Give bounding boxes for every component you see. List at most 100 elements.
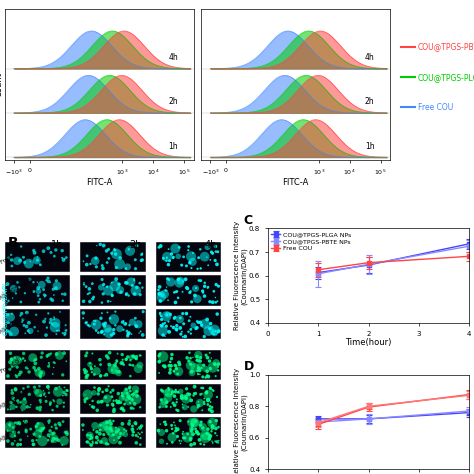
Point (213, 310, 221, 318)
Point (58, 290, 66, 298)
Point (97, 372, 105, 380)
Point (103, 259, 111, 266)
Point (156, 351, 164, 359)
Point (199, 407, 206, 414)
Point (34, 420, 42, 428)
Point (195, 277, 203, 284)
Point (19, 316, 27, 323)
Point (136, 430, 144, 438)
Point (62, 327, 70, 334)
Point (8, 262, 16, 270)
Point (128, 396, 136, 404)
Point (13, 403, 20, 410)
Point (138, 284, 146, 292)
Point (125, 292, 132, 299)
Point (37, 392, 45, 399)
Point (83, 395, 91, 402)
Point (201, 365, 209, 373)
Point (184, 430, 191, 438)
Point (170, 429, 177, 437)
Point (133, 284, 141, 292)
Point (102, 393, 109, 401)
Point (110, 435, 118, 443)
Point (36, 261, 44, 269)
Point (30, 364, 38, 372)
Point (42, 292, 49, 299)
Point (179, 288, 186, 296)
Point (207, 432, 214, 440)
Point (126, 321, 133, 329)
Point (4, 372, 12, 380)
Point (42, 315, 49, 323)
Point (156, 283, 164, 291)
Point (122, 291, 130, 299)
Point (21, 357, 29, 365)
Point (44, 274, 52, 282)
Point (46, 401, 54, 409)
Point (201, 441, 208, 448)
Point (64, 387, 71, 394)
Point (60, 389, 68, 396)
Point (92, 321, 100, 328)
Point (108, 366, 116, 374)
Point (201, 279, 209, 287)
Point (86, 435, 94, 443)
Point (87, 364, 95, 371)
Point (60, 256, 67, 264)
Point (27, 258, 34, 265)
Point (97, 373, 104, 380)
Point (94, 390, 102, 398)
Point (6, 365, 14, 373)
Point (156, 311, 164, 319)
Point (79, 314, 87, 322)
Point (163, 311, 171, 319)
Point (181, 434, 189, 442)
Point (54, 388, 62, 395)
Point (157, 293, 165, 301)
Point (82, 283, 90, 291)
Point (97, 314, 105, 322)
Point (96, 426, 104, 434)
Point (49, 396, 57, 404)
Point (25, 319, 33, 327)
Point (192, 284, 200, 292)
Point (187, 362, 194, 369)
Point (19, 355, 27, 362)
Point (18, 357, 25, 365)
Point (159, 353, 167, 360)
Point (204, 425, 212, 433)
Point (206, 298, 214, 306)
Point (163, 440, 171, 447)
Point (119, 317, 127, 325)
Point (33, 422, 40, 430)
Point (86, 439, 93, 447)
Point (22, 426, 30, 434)
Point (171, 362, 179, 369)
Point (166, 358, 174, 365)
Point (36, 423, 44, 431)
Point (215, 328, 222, 335)
Point (206, 435, 213, 443)
Point (171, 315, 178, 322)
Y-axis label: Relative Fluorescence Intensity
(Coumarin/DAPI): Relative Fluorescence Intensity (Coumari… (234, 221, 247, 330)
Point (10, 328, 18, 335)
Point (53, 350, 60, 358)
Point (187, 441, 195, 449)
Point (174, 294, 182, 301)
Point (90, 293, 98, 301)
Point (109, 386, 117, 394)
Point (95, 387, 102, 394)
Point (104, 401, 111, 409)
Bar (80, 242, 146, 272)
Point (205, 327, 212, 335)
Point (54, 402, 61, 410)
Point (89, 403, 96, 410)
Point (176, 315, 183, 323)
Point (208, 428, 215, 435)
Point (212, 417, 220, 424)
Point (32, 423, 40, 430)
Point (124, 353, 131, 361)
Point (138, 251, 146, 258)
Point (126, 247, 134, 255)
Point (14, 441, 21, 449)
